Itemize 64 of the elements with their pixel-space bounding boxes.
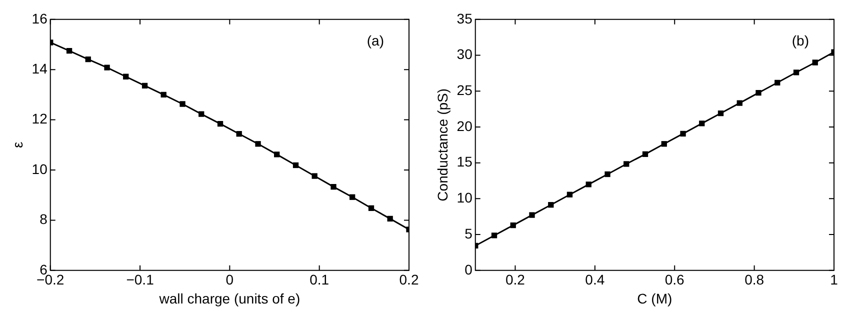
x-tick-label: 0.4 (585, 272, 605, 288)
point (350, 194, 356, 200)
point (566, 192, 573, 198)
y-tick-label: 25 (456, 82, 473, 98)
y-tick-label: 30 (456, 46, 473, 62)
point (66, 48, 72, 54)
y-tick-label: 10 (32, 160, 48, 177)
annotation: (b) (792, 32, 809, 48)
x-axis-title: C (M) (637, 290, 672, 306)
point (718, 110, 724, 116)
point (699, 120, 705, 126)
y-tick-label: 5 (464, 225, 473, 242)
y-tick-label: 10 (456, 190, 473, 206)
y-axis-title: Conductance (pS) (434, 88, 450, 202)
point (368, 205, 374, 211)
point (274, 152, 280, 158)
y-axis-title: ε (9, 142, 26, 148)
point (812, 60, 818, 66)
y-tick-label: 15 (456, 154, 473, 170)
x-tick-label: 0.1 (310, 272, 330, 288)
point (387, 216, 393, 222)
point (292, 162, 299, 168)
point (491, 232, 498, 238)
point (85, 56, 91, 62)
point (180, 101, 186, 107)
point (312, 173, 318, 179)
point (661, 141, 667, 147)
point (774, 80, 780, 86)
x-tick-label: 0.2 (505, 272, 526, 288)
point (586, 182, 592, 188)
point (529, 212, 535, 218)
point (642, 151, 648, 157)
point (756, 90, 762, 96)
point (217, 120, 224, 127)
point (198, 111, 204, 117)
point (255, 141, 261, 147)
x-tick-label: 0.8 (744, 272, 764, 288)
x-axis-title: wall charge (units of e) (158, 290, 300, 306)
y-tick-label: 20 (456, 118, 473, 134)
x-tick-label: 1 (830, 272, 838, 288)
y-tick-label: 12 (32, 110, 48, 127)
point (624, 161, 630, 167)
point (548, 202, 554, 208)
annotation: (a) (366, 32, 384, 48)
point (510, 222, 516, 228)
point (736, 100, 742, 106)
point (330, 184, 336, 190)
point (104, 64, 110, 70)
point (160, 92, 166, 98)
point (680, 130, 686, 137)
x-tick-label: 0.2 (399, 272, 419, 288)
x-tick-label: 0 (226, 272, 234, 288)
x-tick-label: −0.1 (126, 272, 154, 288)
point (142, 82, 148, 88)
point (123, 74, 129, 80)
y-tick-label: 35 (456, 10, 473, 26)
point (604, 171, 610, 178)
y-tick-label: 16 (32, 10, 48, 26)
y-tick-label: 14 (32, 60, 48, 76)
y-tick-label: 8 (40, 211, 48, 228)
y-tick-label: 0 (464, 261, 473, 278)
point (236, 131, 242, 137)
point (793, 70, 800, 76)
x-tick-label: 0.6 (664, 272, 685, 288)
